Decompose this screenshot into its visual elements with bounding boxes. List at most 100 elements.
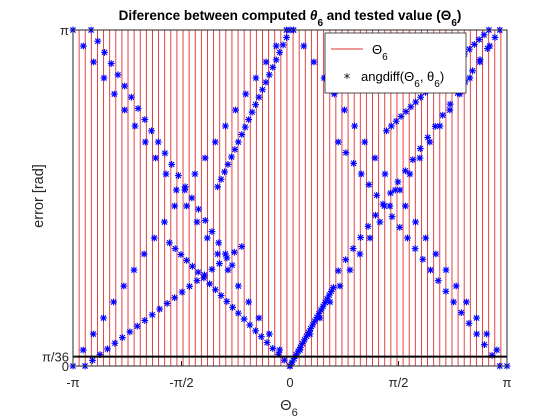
data-point — [262, 78, 270, 86]
data-point — [401, 167, 409, 175]
data-point — [283, 34, 290, 41]
data-point — [206, 280, 214, 288]
data-point — [371, 154, 379, 162]
data-point — [134, 104, 142, 112]
data-point — [364, 222, 372, 230]
data-point — [156, 305, 164, 313]
data-point — [248, 108, 256, 116]
data-point — [217, 292, 225, 299]
data-point — [416, 154, 424, 162]
data-point — [110, 90, 118, 98]
chart-title: Diference between computed θ6 and tested… — [119, 8, 462, 29]
data-point — [394, 178, 402, 186]
data-point — [269, 63, 277, 71]
data-point — [349, 245, 357, 252]
data-point — [245, 116, 253, 124]
data-point — [189, 262, 196, 270]
data-point — [178, 288, 186, 296]
data-point — [171, 294, 179, 302]
data-point — [396, 186, 404, 194]
x-tick-label: -π/2 — [169, 375, 193, 390]
data-point — [224, 161, 232, 168]
data-point — [152, 154, 160, 162]
data-point — [110, 298, 118, 306]
data-point — [280, 356, 288, 364]
legend: Θ6 * angdiff(Θ6, θ6) — [324, 32, 467, 94]
data-point — [391, 186, 399, 194]
data-point — [313, 314, 321, 321]
data-point — [276, 49, 284, 56]
data-point — [484, 45, 491, 52]
data-point — [252, 327, 259, 335]
data-point — [407, 103, 415, 111]
data-point — [422, 234, 430, 242]
data-point — [201, 271, 208, 279]
data-point — [357, 170, 365, 178]
data-point — [150, 234, 158, 242]
data-point — [346, 266, 354, 274]
data-point — [223, 254, 231, 262]
x-tick-label: π/2 — [389, 375, 409, 390]
data-point — [387, 122, 395, 130]
data-point — [181, 183, 189, 191]
data-point — [465, 45, 473, 53]
data-point — [412, 218, 419, 226]
data-point — [228, 153, 235, 161]
data-point — [381, 170, 389, 178]
data-point — [365, 181, 373, 189]
data-point — [252, 74, 260, 82]
data-point — [163, 300, 171, 307]
data-point — [397, 113, 405, 120]
x-tick-label: π — [503, 375, 512, 390]
data-point — [439, 111, 447, 119]
data-point — [480, 31, 488, 39]
data-point — [427, 266, 434, 274]
data-point — [154, 138, 162, 146]
data-point — [329, 284, 337, 292]
data-point — [269, 344, 277, 352]
data-point — [457, 309, 465, 317]
data-point — [127, 93, 135, 101]
data-point — [409, 156, 417, 164]
data-point — [183, 202, 191, 210]
legend-entry-theta6: Θ6 — [372, 42, 388, 63]
data-point — [111, 339, 119, 347]
data-point — [419, 255, 427, 263]
data-point — [215, 239, 223, 247]
data-point — [342, 256, 350, 264]
data-point — [310, 58, 318, 66]
data-point — [141, 138, 149, 146]
data-point — [351, 122, 358, 130]
data-point — [466, 74, 474, 82]
data-point — [350, 159, 358, 167]
data-point — [161, 149, 169, 157]
data-point — [162, 170, 170, 178]
data-point — [201, 216, 209, 224]
data-point — [101, 48, 108, 56]
y-tick-label: 0 — [62, 359, 69, 374]
data-point — [424, 134, 432, 141]
y-tick-label: π — [60, 23, 69, 38]
data-point — [89, 356, 96, 364]
data-point — [475, 36, 483, 44]
data-point — [300, 42, 308, 50]
data-point — [224, 266, 232, 274]
data-point — [446, 106, 454, 114]
data-point — [221, 168, 228, 176]
data-point — [234, 138, 242, 146]
data-point — [126, 328, 134, 336]
data-point — [133, 322, 141, 330]
data-point — [416, 145, 424, 152]
data-point — [231, 146, 239, 153]
data-point — [148, 311, 156, 319]
data-point — [214, 183, 222, 191]
data-point — [357, 234, 365, 241]
data-point — [412, 98, 420, 106]
data-point — [402, 108, 410, 116]
data-point — [465, 319, 473, 327]
data-point — [234, 282, 242, 290]
data-point — [100, 74, 108, 82]
data-point — [79, 42, 87, 50]
data-point — [148, 127, 155, 135]
data-point — [404, 234, 411, 242]
